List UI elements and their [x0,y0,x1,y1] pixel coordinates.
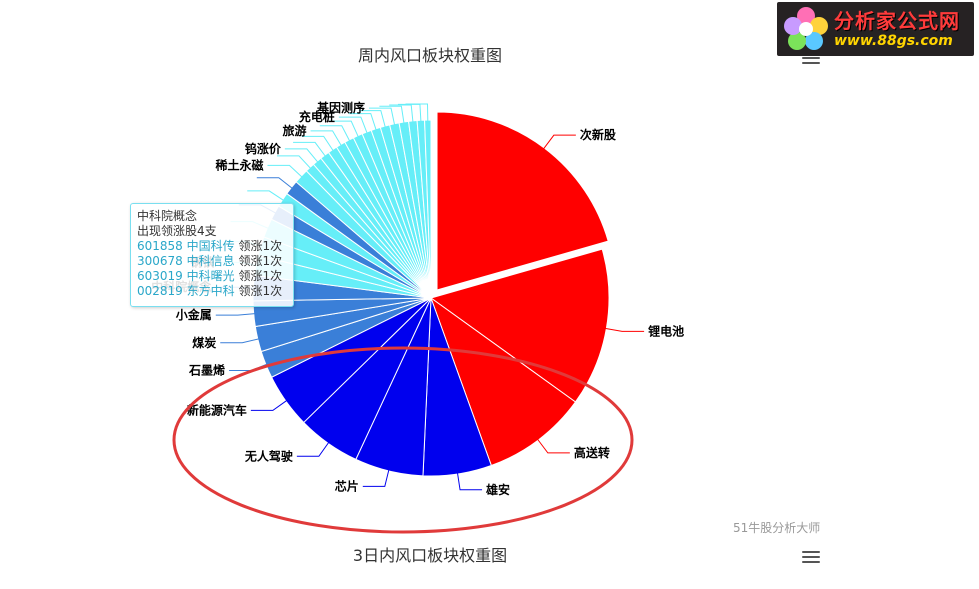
slice-label: 煤炭 [192,335,216,350]
chart-title-second: 3日内风口板块权重图 [352,546,508,565]
tooltip-subtitle: 出现领涨股4支 [137,224,217,238]
logo-url: www.88gs.com [834,33,953,49]
chart-tooltip: 中科院概念 出现领涨股4支 601858 中国科传 领涨1次 300678 中科… [130,203,294,307]
connector-line [293,141,327,158]
connector-line [362,468,390,487]
lead-count: 领涨1次 [238,284,283,298]
stock-name: 中国科传 [186,239,235,253]
connector-line [379,105,405,125]
connector-line [250,399,288,411]
connector-line [276,155,312,170]
slice-label: 钨涨价 [245,141,282,156]
connector-line [301,135,335,152]
tooltip-title: 中科院概念 [137,209,198,223]
connector-line [536,438,570,454]
slice-label: 稀土永磁 [215,157,263,172]
tooltip-row: 603019 中科曙光 领涨1次 [137,269,293,284]
lead-count: 领涨1次 [238,269,283,283]
chart-menu-icon-second[interactable] [802,551,820,565]
pie-connectors [215,103,645,491]
connector-line [604,327,645,332]
connector-line [267,164,303,178]
connector-line [329,120,360,138]
stock-name: 中科曙光 [186,269,235,283]
slice-label: 雄安 [485,482,510,497]
slice-label: 无人驾驶 [244,448,293,463]
connector-line [348,113,377,131]
slice-label: 石墨烯 [188,363,225,378]
stock-code: 603019 [137,269,183,283]
slice-label: 基因测序 [316,100,365,115]
slice-label: 高送转 [574,445,610,460]
lead-count: 领涨1次 [238,254,283,268]
pie-slices [252,111,610,477]
slice-label: 新能源汽车 [187,402,247,417]
connector-line [358,110,386,129]
stock-code: 300678 [137,254,183,268]
connector-line [220,338,260,344]
slice-label: 小金属 [176,307,212,322]
connector-line [319,125,351,142]
connector-line [284,148,319,164]
connector-line [542,134,576,150]
connector-line [256,177,294,190]
connector-line [389,104,414,123]
site-logo[interactable]: 分析家公式网 www.88gs.com [777,2,974,56]
slice-label: 次新股 [580,127,617,142]
connector-line [247,190,285,202]
lead-count: 领涨1次 [238,239,283,253]
connector-line [338,116,368,135]
tooltip-row: 002819 东方中科 领涨1次 [137,284,293,299]
stock-name: 中科信息 [186,254,235,268]
chart-credits[interactable]: 51牛股分析大师 [733,521,821,535]
stock-code: 601858 [137,239,183,253]
connector-line [405,103,429,123]
connector-line [296,441,330,457]
connector-line [215,313,256,316]
stock-code: 002819 [137,284,183,298]
stock-name: 东方中科 [186,284,235,298]
slice-label: 锂电池 [648,323,684,338]
tooltip-row: 300678 中科信息 领涨1次 [137,254,293,269]
slice-label: 旅游 [283,123,307,138]
connector-line [456,471,483,491]
highlight-ellipse [172,346,634,534]
slice-label: 芯片 [335,478,359,493]
tooltip-row: 601858 中国科传 领涨1次 [137,239,293,254]
slice-label: 充电桩 [299,109,335,124]
chart-title: 周内风口板块权重图 [357,46,502,65]
connector-line [369,107,396,126]
logo-name: 分析家公式网 [834,9,960,33]
connector-line [310,130,343,147]
flower-logo-icon [784,7,828,50]
